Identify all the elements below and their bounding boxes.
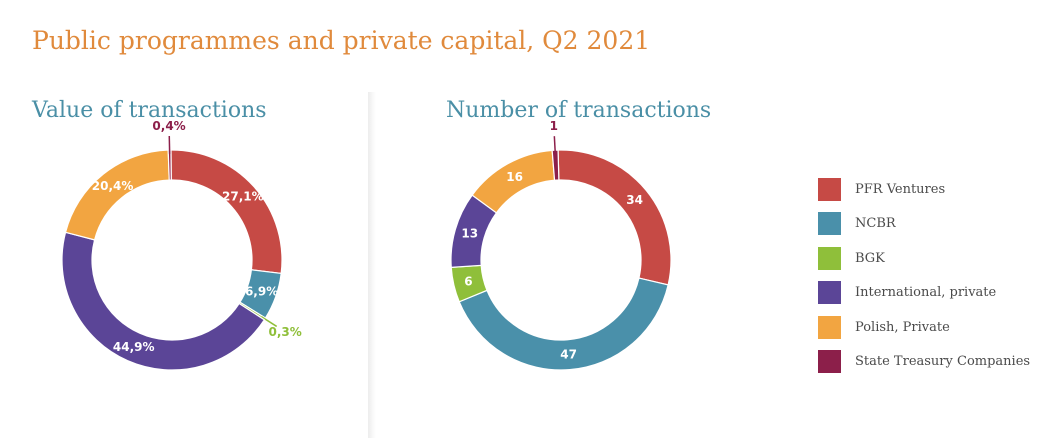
- legend-item-international-private: International, private: [818, 276, 1030, 311]
- legend: PFR Ventures NCBR BGK International, pri…: [818, 172, 1030, 379]
- value-label-pfr-ventures: 27,1%: [222, 190, 264, 204]
- legend-label: Polish, Private: [855, 319, 950, 335]
- value-slice-polish-private: [64, 149, 170, 241]
- value-slice-state-treasury-companies: [167, 149, 172, 181]
- value-slice-international-private: [61, 231, 266, 371]
- value-label-ncbr: 6,9%: [245, 285, 278, 299]
- legend-swatch: [818, 177, 841, 201]
- legend-label: State Treasury Companies: [855, 354, 1031, 370]
- legend-swatch: [818, 212, 841, 236]
- value-slice-pfr-ventures: [170, 149, 283, 275]
- value-chart-title: Value of transactions: [32, 98, 267, 123]
- legend-label: BGK: [855, 250, 885, 266]
- legend-item-pfr-ventures: PFR Ventures: [818, 172, 1030, 207]
- value-label-state-treasury-companies: 0,4%: [152, 119, 185, 133]
- legend-label: NCBR: [855, 216, 896, 232]
- value-label-bgk: 0,3%: [268, 325, 301, 339]
- count-label-ncbr: 47: [560, 348, 577, 362]
- legend-swatch: [818, 350, 841, 374]
- legend-item-state-treasury-companies: State Treasury Companies: [818, 345, 1030, 380]
- count-leader-state-treasury-companies: [553, 136, 557, 155]
- legend-item-ncbr: NCBR: [818, 207, 1030, 242]
- count-label-pfr-ventures: 34: [626, 193, 643, 207]
- count-label-polish-private: 16: [506, 170, 523, 184]
- legend-label: PFR Ventures: [855, 181, 946, 197]
- legend-swatch: [818, 315, 841, 339]
- count-label-bgk: 6: [464, 274, 472, 288]
- value-label-international-private: 44,9%: [113, 340, 155, 354]
- value-label-polish-private: 20,4%: [92, 179, 134, 193]
- legend-swatch: [818, 246, 841, 270]
- value-donut-chart: 27,1% 6,9% 0,3% 44,9% 20,4% 0,4%: [61, 119, 302, 371]
- legend-item-polish-private: Polish, Private: [818, 310, 1030, 345]
- page-title: Public programmes and private capital, Q…: [32, 26, 651, 55]
- count-label-international-private: 13: [461, 227, 478, 241]
- count-label-state-treasury-companies: 1: [550, 119, 558, 133]
- count-donut-chart: 34 47 6 13 16 1: [450, 119, 672, 371]
- count-slice-pfr-ventures: [557, 149, 672, 286]
- legend-item-bgk: BGK: [818, 241, 1030, 276]
- chart-divider: [368, 92, 376, 438]
- legend-label: International, private: [855, 285, 997, 301]
- count-chart-title: Number of transactions: [446, 98, 712, 123]
- value-leader-bgk: [261, 316, 278, 328]
- count-slice-state-treasury-companies: [551, 149, 560, 181]
- legend-swatch: [818, 281, 841, 305]
